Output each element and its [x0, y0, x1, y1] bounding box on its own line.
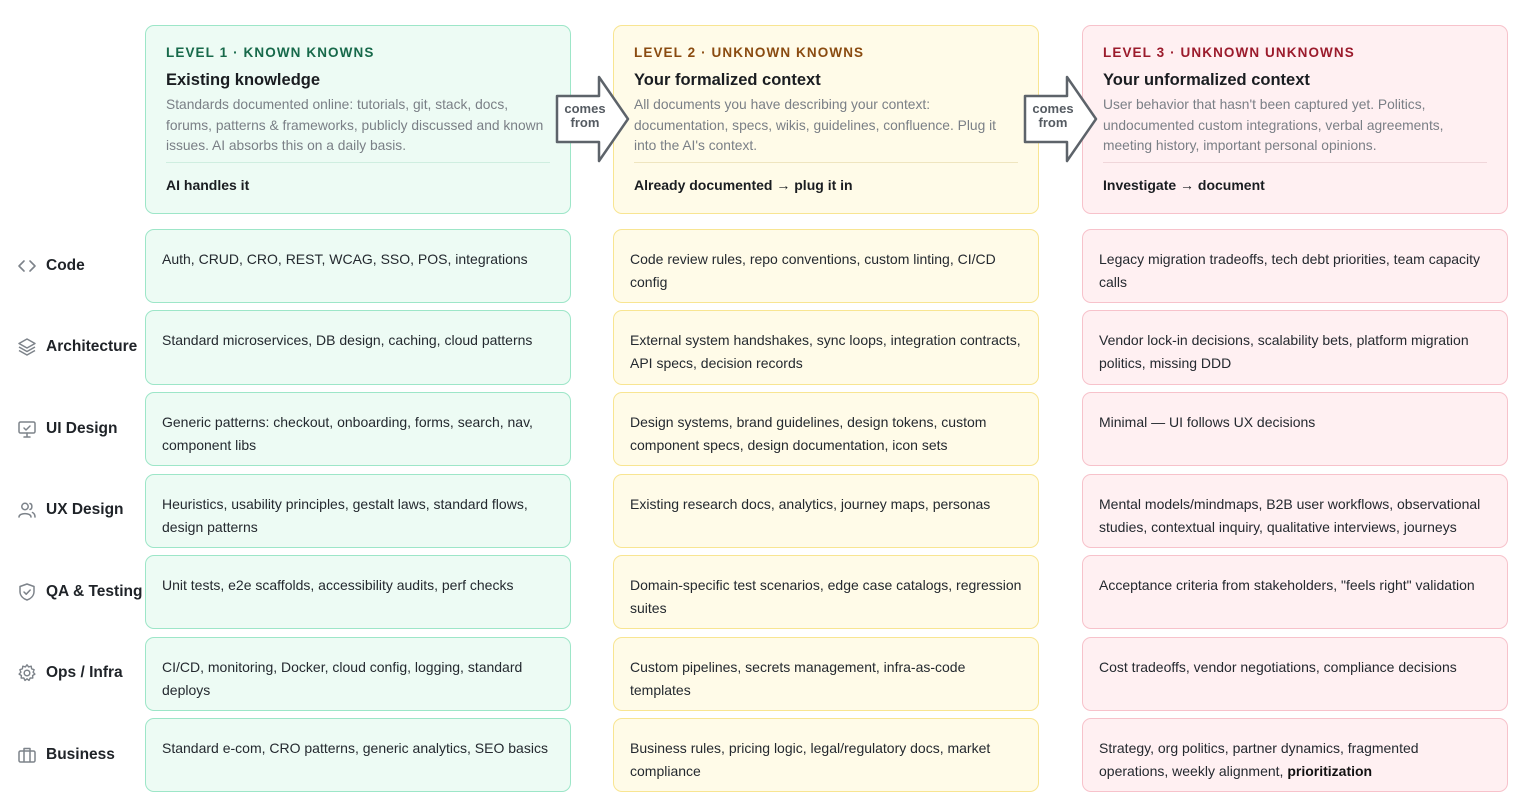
- level-1-footer: AI handles it: [166, 177, 250, 193]
- cell-code-level-3: Legacy migration tradeoffs, tech debt pr…: [1082, 229, 1508, 303]
- cell-ui-design-level-3: Minimal — UI follows UX decisions: [1082, 392, 1508, 466]
- level-3-footer: Investigate → document: [1103, 177, 1265, 193]
- row-label-text: Architecture: [46, 338, 138, 355]
- level-1-description: Standards documented online: tutorials, …: [166, 97, 544, 154]
- row-label-architecture: Architecture: [17, 335, 137, 359]
- row-label-business: Business: [17, 743, 115, 767]
- cell-qa-testing-level-3: Acceptance criteria from stakeholders, "…: [1082, 555, 1508, 629]
- cell-business-level-3-text: Strategy, org politics, partner dynamics…: [1099, 740, 1419, 779]
- level-2-description: All documents you have describing your c…: [634, 97, 996, 154]
- cell-ux-design-level-2: Existing research docs, analytics, journ…: [613, 474, 1039, 548]
- cell-ui-design-level-1: Generic patterns: checkout, onboarding, …: [145, 392, 571, 466]
- comes-from-arrow-1: comes from: [555, 74, 631, 164]
- row-label-text: Business: [46, 746, 115, 763]
- row-label-ux-design: UX Design: [17, 498, 124, 522]
- cell-code-level-2: Code review rules, repo conventions, cus…: [613, 229, 1039, 303]
- row-label-text: UX Design: [46, 501, 124, 518]
- row-label-code: Code: [17, 254, 85, 278]
- code-icon: [18, 260, 36, 272]
- cell-qa-testing-level-1: Unit tests, e2e scaffolds, accessibility…: [145, 555, 571, 629]
- arrow-right-icon: [1023, 75, 1098, 163]
- comes-from-label-line2: from: [1038, 115, 1068, 130]
- level-1-eyebrow: LEVEL 1 · KNOWN KNOWNS: [166, 45, 375, 60]
- cell-business-level-3: Strategy, org politics, partner dynamics…: [1082, 718, 1508, 792]
- comes-from-label-line2: from: [570, 115, 600, 130]
- row-label-ops-infra: Ops / Infra: [17, 661, 123, 685]
- row-label-text: Code: [46, 257, 85, 274]
- monitor-icon: [18, 421, 36, 438]
- cell-business-level-1: Standard e-com, CRO patterns, generic an…: [145, 718, 571, 792]
- level-3-description: User behavior that hasn't been captured …: [1103, 97, 1444, 154]
- level-3-divider: [1103, 162, 1487, 163]
- cell-architecture-level-2: External system handshakes, sync loops, …: [613, 310, 1039, 385]
- gear-icon: [18, 664, 36, 682]
- row-label-qa-testing: QA & Testing: [17, 580, 142, 604]
- level-2-title: Your formalized context: [634, 71, 821, 89]
- level-2-eyebrow: LEVEL 2 · UNKNOWN KNOWNS: [634, 45, 865, 60]
- users-icon: [18, 502, 36, 518]
- level-1-divider: [166, 162, 550, 163]
- level-2-divider: [634, 162, 1018, 163]
- cell-ux-design-level-3: Mental models/mindmaps, B2B user workflo…: [1082, 474, 1508, 548]
- level-3-card: LEVEL 3 · UNKNOWN UNKNOWNS Your unformal…: [1082, 25, 1508, 214]
- cell-code-level-1: Auth, CRUD, CRO, REST, WCAG, SSO, POS, i…: [145, 229, 571, 303]
- level-1-card: LEVEL 1 · KNOWN KNOWNS Existing knowledg…: [145, 25, 571, 214]
- cell-ui-design-level-2: Design systems, brand guidelines, design…: [613, 392, 1039, 466]
- cell-architecture-level-1: Standard microservices, DB design, cachi…: [145, 310, 571, 385]
- comes-from-label-line1: comes: [1032, 101, 1074, 116]
- row-label-ui-design: UI Design: [17, 417, 117, 441]
- arrow-right-icon: [555, 75, 630, 163]
- row-label-text: Ops / Infra: [46, 664, 123, 681]
- cell-ops-infra-level-3: Cost tradeoffs, vendor negotiations, com…: [1082, 637, 1508, 711]
- cell-business-level-3-emphasis: prioritization: [1287, 762, 1373, 779]
- comes-from-label-line1: comes: [564, 101, 606, 116]
- layers-icon: [18, 338, 36, 356]
- level-2-card: LEVEL 2 · UNKNOWN KNOWNS Your formalized…: [613, 25, 1039, 214]
- level-3-eyebrow: LEVEL 3 · UNKNOWN UNKNOWNS: [1103, 45, 1355, 60]
- level-2-footer: Already documented → plug it in: [634, 177, 853, 193]
- briefcase-icon: [18, 747, 36, 763]
- cell-ops-infra-level-2: Custom pipelines, secrets management, in…: [613, 637, 1039, 711]
- cell-business-level-2: Business rules, pricing logic, legal/reg…: [613, 718, 1039, 792]
- cell-qa-testing-level-2: Domain-specific test scenarios, edge cas…: [613, 555, 1039, 629]
- cell-architecture-level-3: Vendor lock-in decisions, scalability be…: [1082, 310, 1508, 385]
- row-label-text: UI Design: [46, 420, 118, 437]
- cell-ops-infra-level-1: CI/CD, monitoring, Docker, cloud config,…: [145, 637, 571, 711]
- level-3-title: Your unformalized context: [1103, 71, 1310, 89]
- level-1-title: Existing knowledge: [166, 71, 321, 89]
- comes-from-arrow-2: comes from: [1023, 74, 1099, 164]
- shield-check-icon: [19, 583, 35, 601]
- row-label-text: QA & Testing: [46, 583, 143, 600]
- cell-ux-design-level-1: Heuristics, usability principles, gestal…: [145, 474, 571, 548]
